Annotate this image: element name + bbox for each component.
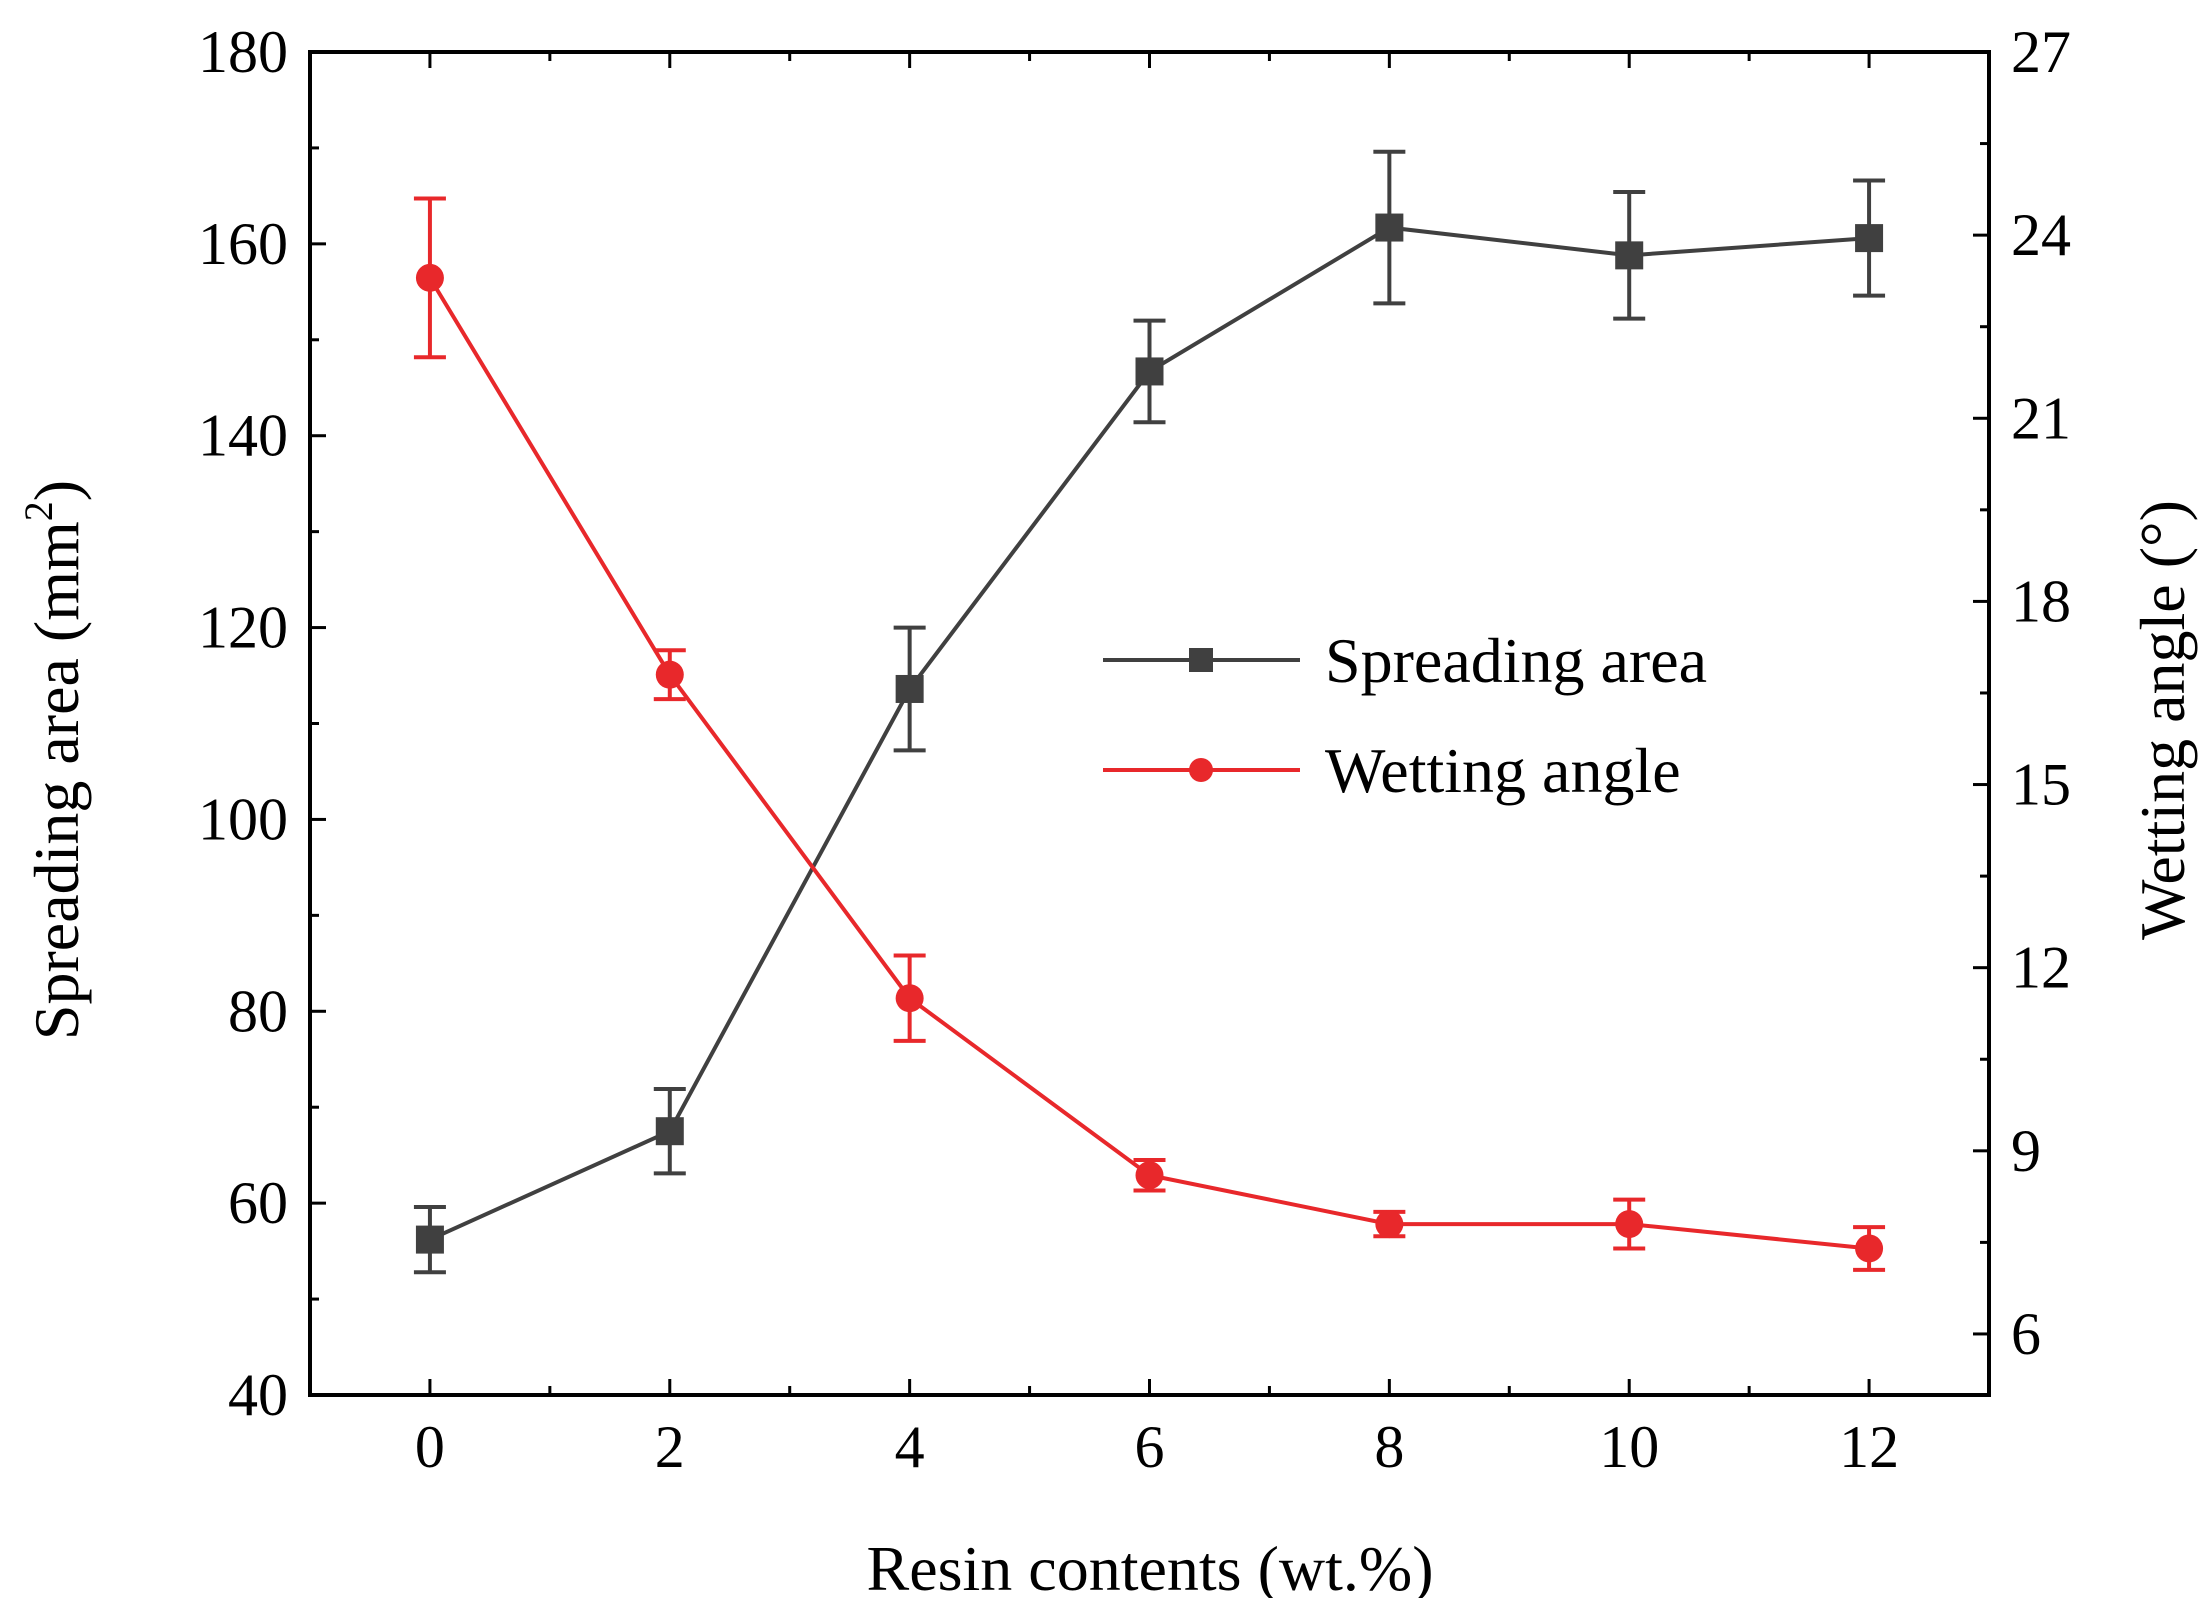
data-point-wetting-angle — [1375, 1210, 1404, 1239]
y-left-tick-label: 60 — [228, 1170, 288, 1236]
data-point-wetting-angle — [1855, 1234, 1884, 1263]
data-point-spreading-area — [895, 674, 924, 703]
x-tick-label: 6 — [1135, 1414, 1165, 1480]
data-point-spreading-area — [1135, 357, 1164, 386]
y-right-tick-label: 24 — [2011, 202, 2071, 268]
data-point-spreading-area — [415, 1225, 444, 1254]
legend-marker-wetting-angle — [1189, 758, 1213, 782]
x-axis-title: Resin contents (wt.%) — [867, 1533, 1434, 1598]
data-point-spreading-area — [655, 1117, 684, 1146]
y-left-tick-label: 160 — [198, 211, 288, 277]
y-right-tick-label: 9 — [2011, 1118, 2041, 1184]
y-axis-left-title-sup: 2 — [16, 501, 61, 521]
legend-label-spreading-area: Spreading area — [1325, 625, 1707, 696]
x-tick-label: 10 — [1599, 1414, 1659, 1480]
legend-label-wetting-angle: Wetting angle — [1325, 735, 1681, 806]
y-axis-left-title-base: Spreading area (mm — [21, 521, 92, 1040]
y-left-tick-label: 40 — [228, 1362, 288, 1428]
y-right-tick-label: 12 — [2011, 935, 2071, 1001]
data-point-wetting-angle — [415, 263, 444, 292]
legend: Spreading area Wetting angle — [1103, 625, 1707, 806]
data-point-spreading-area — [1615, 241, 1644, 270]
axes: 0 2 4 6 8 10 124060801001201401601806912151821… — [198, 19, 2071, 1480]
data-point-wetting-angle — [655, 660, 684, 689]
legend-marker-spreading-area — [1189, 648, 1213, 672]
y-right-tick-label: 21 — [2011, 385, 2071, 451]
x-tick-label: 0 — [415, 1414, 445, 1480]
y-right-tick-label: 18 — [2011, 568, 2071, 634]
y-left-tick-label: 180 — [198, 19, 288, 85]
y-axis-left-title-end: ) — [21, 480, 92, 501]
data-point-wetting-angle — [1615, 1210, 1644, 1239]
y-right-tick-label: 15 — [2011, 752, 2071, 818]
y-right-tick-label: 27 — [2011, 19, 2071, 85]
y-axis-right-title: Wetting angle (°) — [2127, 500, 2198, 940]
y-left-tick-label: 140 — [198, 403, 288, 469]
data-point-spreading-area — [1855, 224, 1884, 253]
x-tick-label: 12 — [1839, 1414, 1899, 1480]
plot-frame — [308, 50, 1991, 1397]
y-left-tick-label: 80 — [228, 978, 288, 1044]
y-axis-left-title: Spreading area (mm2) — [16, 480, 92, 1040]
x-tick-label: 4 — [895, 1414, 925, 1480]
y-left-tick-label: 100 — [198, 786, 288, 852]
x-tick-label: 8 — [1374, 1414, 1404, 1480]
data-point-wetting-angle — [895, 984, 924, 1013]
data-point-spreading-area — [1375, 213, 1404, 242]
y-left-tick-label: 120 — [198, 595, 288, 661]
series-layer — [413, 149, 1886, 1275]
x-tick-label: 2 — [655, 1414, 685, 1480]
y-right-tick-label: 6 — [2011, 1301, 2041, 1367]
data-point-wetting-angle — [1135, 1161, 1164, 1190]
